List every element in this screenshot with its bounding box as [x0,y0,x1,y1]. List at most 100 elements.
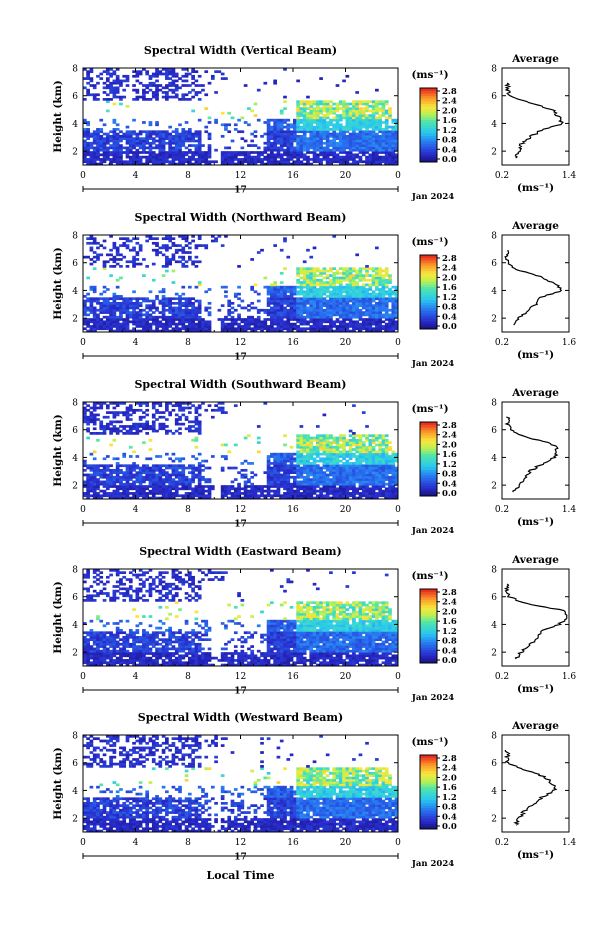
heatmap-cell [113,439,117,442]
heatmap-cell [277,126,281,129]
heatmap-cell [168,304,172,307]
heatmap-cell [283,137,287,140]
heatmap-cell [224,444,228,447]
heatmap-cell [336,160,340,163]
heatmap-cell [90,302,94,305]
heatmap-cell [359,288,363,291]
heatmap-cell [185,478,189,481]
heatmap-cell [119,464,123,467]
heatmap-cell [198,149,202,152]
heatmap-cell [234,323,238,326]
heatmap-cell [352,133,356,136]
heatmap-cell [300,135,304,138]
heatmap-cell [336,277,340,280]
heatmap-cell [145,133,149,136]
heatmap-cell [352,297,356,300]
heatmap-cell [90,309,94,312]
heatmap-cell [237,297,241,300]
heatmap-cell [277,137,281,140]
heatmap-cell [93,404,97,407]
heatmap-cell [214,237,218,240]
heatmap-cell [372,300,376,303]
heatmap-cell [96,151,100,154]
heatmap-cell [290,446,294,449]
heatmap-cell [96,142,100,145]
heatmap-cell [378,135,382,138]
heatmap-cell [346,311,350,314]
heatmap-cell [309,487,313,490]
heatmap-cell [339,123,343,126]
heatmap-cell [339,281,343,284]
heatmap-cell [378,272,382,275]
heatmap-cell [346,316,350,319]
heatmap-cell [372,107,376,110]
heatmap-cell [293,325,297,328]
heatmap-cell [300,467,304,470]
heatmap-cell [103,147,107,150]
heatmap-cell [277,304,281,307]
heatmap-cell [270,481,274,484]
heatmap-cell [250,483,254,486]
heatmap-cell [359,286,363,289]
heatmap-cell [224,126,228,129]
heatmap-cell [149,160,153,163]
heatmap-cell [365,293,369,296]
heatmap-cell [191,70,195,73]
heatmap-cell [319,325,323,328]
heatmap-cell [221,304,225,307]
heatmap-cell [329,295,333,298]
heatmap-cell [359,304,363,307]
heatmap-cell [155,409,159,412]
heatmap-cell [296,147,300,150]
heatmap-cell [303,110,307,113]
heatmap-cell [375,107,379,110]
heatmap-cell [93,158,97,161]
heatmap-cell [290,130,294,133]
heatmap-cell [195,151,199,154]
heatmap-cell [165,481,169,484]
heatmap-cell [152,237,156,240]
heatmap-cell [336,117,340,120]
heatmap-cell [372,137,376,140]
heatmap-cell [204,478,208,481]
heatmap-cell [273,302,277,305]
heatmap-cell [290,135,294,138]
heatmap-cell [368,286,372,289]
heatmap-cell [378,121,382,124]
heatmap-cell [191,467,195,470]
heatmap-cell [185,260,189,263]
heatmap-cell [172,309,176,312]
heatmap-cell [309,467,313,470]
heatmap-cell [168,142,172,145]
heatmap-cell [382,314,386,317]
heatmap-cell [168,73,172,76]
heatmap-cell [241,318,245,321]
heatmap-cell [168,494,172,497]
heatmap-cell [385,323,389,326]
heatmap-cell [172,314,176,317]
heatmap-cell [132,133,136,136]
heatmap-cell [332,133,336,136]
heatmap-cell [267,474,271,477]
heatmap-cell [319,149,323,152]
heatmap-cell [218,70,222,73]
heatmap-cell [224,318,228,321]
heatmap-cell [309,142,313,145]
heatmap-cell [280,123,284,126]
heatmap-cell [254,151,258,154]
heatmap-cell [99,293,103,296]
heatmap-cell [355,302,359,305]
heatmap-cell [93,288,97,291]
heatmap-cell [99,153,103,156]
heatmap-cell [175,464,179,467]
heatmap-cell [136,237,140,240]
heatmap-cell [313,126,317,129]
heatmap-cell [168,77,172,80]
heatmap-cell [306,114,310,117]
heatmap-cell [342,267,346,270]
heatmap-cell [142,144,146,147]
heatmap-cell [90,453,94,456]
heatmap-cell [303,492,307,495]
heatmap-cell [270,144,274,147]
heatmap-cell [119,147,123,150]
